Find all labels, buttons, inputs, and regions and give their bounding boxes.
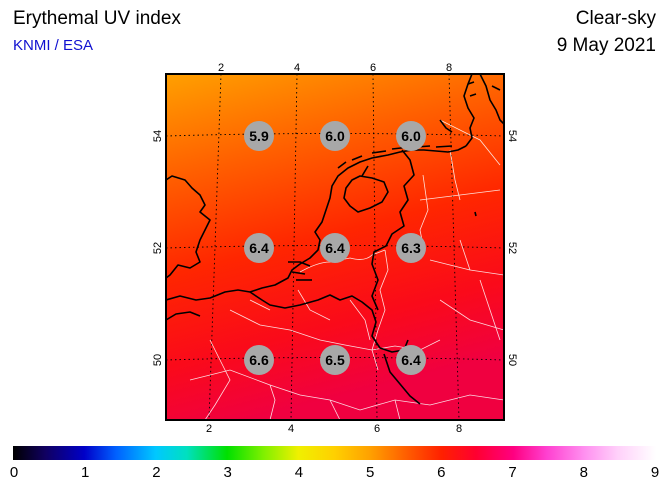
uv-value-label: 6.6 xyxy=(249,352,269,368)
country-borders xyxy=(189,119,504,420)
uv-value-marker xyxy=(396,121,426,151)
uv-value-marker xyxy=(320,345,350,375)
lon-tick-top: 8 xyxy=(446,62,452,74)
uv-value-marker xyxy=(244,345,274,375)
colorbar-label: 7 xyxy=(508,464,517,481)
colorbar-label: 4 xyxy=(294,464,304,481)
uv-value-marker xyxy=(244,121,274,151)
uv-value-marker xyxy=(396,233,426,263)
lat-tick-left: 50 xyxy=(152,354,164,366)
lon-tick-bottom: 4 xyxy=(288,423,294,435)
uv-value-markers: 5.9 6.0 6.0 6.4 6.4 6.3 6.6 6.5 6.4 xyxy=(244,121,426,375)
uv-value-marker xyxy=(320,121,350,151)
uv-value-label: 6.0 xyxy=(325,128,345,144)
uv-map: 5.9 6.0 6.06.4 6.4 6.36.6 6.5 6.4 2 4 6 8 2 4 … xyxy=(152,62,518,435)
uv-value-label: 5.9 xyxy=(249,128,269,144)
colorbar-label: 9 xyxy=(650,464,660,481)
uv-value-label: 6.4 xyxy=(401,352,421,368)
uv-value-marker xyxy=(320,233,350,263)
colorbar-label: 3 xyxy=(223,464,232,481)
lon-tick-top: 6 xyxy=(370,62,376,74)
credit-label: KNMI / ESA xyxy=(13,37,94,54)
uv-value-label: 6.4 xyxy=(325,240,345,256)
map-title: Erythemal UV index xyxy=(13,8,181,29)
uv-value-label: 6.3 xyxy=(401,240,421,256)
uv-value-marker xyxy=(244,233,274,263)
uv-colorbar xyxy=(13,446,656,460)
lon-tick-bottom: 6 xyxy=(374,423,380,435)
lat-tick-right: 54 xyxy=(506,130,518,142)
colorbar-label: 5 xyxy=(365,464,375,481)
lat-tick-left: 52 xyxy=(152,242,164,254)
map-frame xyxy=(165,73,505,421)
colorbar-label: 8 xyxy=(579,464,588,481)
lon-tick-bottom: 8 xyxy=(456,423,462,435)
colorbar-label: 1 xyxy=(81,464,90,481)
lon-tick-bottom: 2 xyxy=(206,423,212,435)
date-label: 9 May 2021 xyxy=(556,35,656,56)
colorbar-label: 6 xyxy=(437,464,446,481)
uv-value-label: 6.5 xyxy=(325,352,345,368)
uv-value-label: 6.0 xyxy=(401,128,421,144)
graticule xyxy=(166,74,504,420)
lon-tick-top: 2 xyxy=(218,62,224,74)
sky-condition-label: Clear-sky xyxy=(575,8,656,29)
lat-tick-right: 52 xyxy=(506,242,518,254)
lat-tick-left: 54 xyxy=(152,130,164,142)
colorbar-label: 2 xyxy=(152,464,161,481)
uv-value-marker xyxy=(396,345,426,375)
lat-tick-right: 50 xyxy=(506,354,518,366)
colorbar-label: 0 xyxy=(9,464,19,481)
lon-tick-top: 4 xyxy=(294,62,300,74)
uv-value-label: 6.4 xyxy=(249,240,269,256)
